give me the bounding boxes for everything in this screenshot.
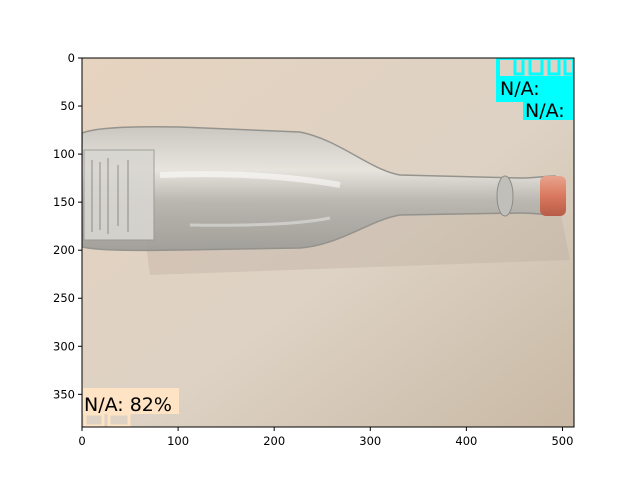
annotation-label-top-1: N/A: <box>500 78 540 100</box>
y-tick-label: 100 <box>53 147 75 161</box>
bottle-highlight <box>159 171 341 188</box>
x-tick-label: 300 <box>359 434 381 448</box>
annotation-label-bottom: N/A: 82% <box>84 394 172 416</box>
x-tick-label: 500 <box>551 434 573 448</box>
y-tick-label: 50 <box>60 99 75 113</box>
y-tick-label: 150 <box>53 195 75 209</box>
x-tick-label: 400 <box>455 434 477 448</box>
bottle-label <box>83 149 155 241</box>
x-tick-label: 200 <box>263 434 285 448</box>
bottle-cap <box>540 176 566 216</box>
axes-frame <box>81 57 575 428</box>
x-tick-label: 100 <box>167 434 189 448</box>
y-tick-label: 350 <box>53 387 75 401</box>
y-axis: 0 50 100 150 200 250 300 350 <box>53 51 82 401</box>
y-tick-label: 0 <box>68 51 75 65</box>
x-tick-label: 0 <box>78 434 85 448</box>
y-tick-label: 300 <box>53 339 75 353</box>
annotation-label-top-2: N/A: <box>525 100 565 122</box>
peach-detection-box <box>83 388 179 427</box>
label-print <box>91 158 129 234</box>
photo: N/A: N/A: N/A: 82% <box>82 58 574 427</box>
x-axis: 0 100 200 300 400 500 <box>78 427 573 448</box>
y-tick-label: 200 <box>53 243 75 257</box>
y-tick-label: 250 <box>53 291 75 305</box>
cyan-detection-boxes <box>496 58 574 120</box>
